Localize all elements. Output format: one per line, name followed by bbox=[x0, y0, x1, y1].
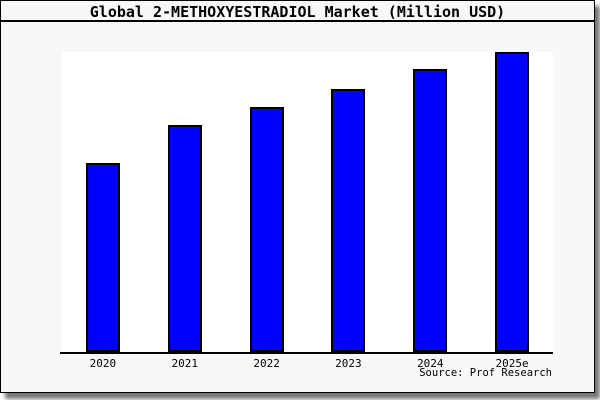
source-credit: Source: Prof Research bbox=[419, 367, 552, 379]
x-tick-label-2025e: 2025e bbox=[495, 357, 529, 370]
chart-title-bar: Global 2-METHOXYESTRADIOL Market (Millio… bbox=[1, 1, 594, 22]
bar-2021 bbox=[167, 125, 202, 352]
bar-2024 bbox=[413, 69, 448, 352]
bar-2025e bbox=[495, 52, 530, 352]
bar-2020 bbox=[85, 163, 120, 352]
x-axis-line bbox=[60, 352, 553, 354]
x-tick-label-2024: 2024 bbox=[417, 357, 444, 370]
x-tick-label-2023: 2023 bbox=[335, 357, 362, 370]
bar-2023 bbox=[331, 89, 366, 352]
chart-card: Global 2-METHOXYESTRADIOL Market (Millio… bbox=[0, 0, 595, 393]
plot-area bbox=[62, 52, 553, 352]
x-tick-label-2022: 2022 bbox=[253, 357, 280, 370]
x-tick-label-2020: 2020 bbox=[89, 357, 117, 370]
x-tick-label-2021: 2021 bbox=[171, 357, 199, 370]
bar-2022 bbox=[249, 107, 284, 352]
chart-title: Global 2-METHOXYESTRADIOL Market (Millio… bbox=[89, 2, 506, 21]
